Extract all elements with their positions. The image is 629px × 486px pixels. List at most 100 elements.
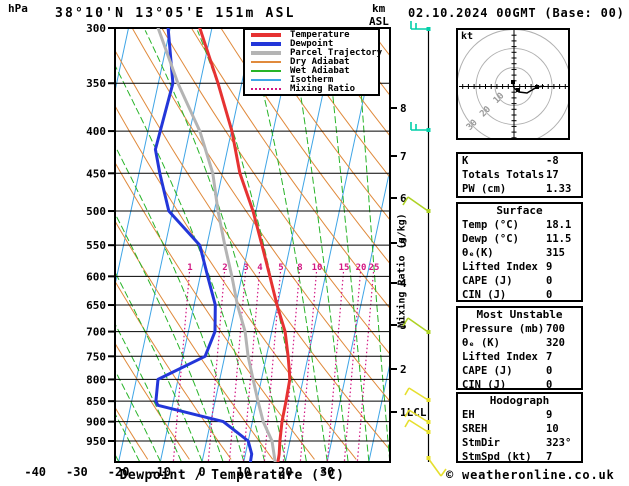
isotherm-line bbox=[0, 28, 3, 462]
station-title: 38°10'N 13°05'E 151m ASL bbox=[55, 6, 296, 21]
km-tick-label: 6 bbox=[400, 192, 407, 205]
temperature-tick-label: -30 bbox=[66, 465, 88, 479]
panel-row-label: CAPE (J) bbox=[462, 275, 513, 287]
wet-adiabat-line bbox=[115, 369, 161, 462]
pressure-tick-label: 950 bbox=[86, 435, 106, 448]
km-tick-label: 8 bbox=[400, 102, 407, 115]
dry-adiabat-line bbox=[220, 28, 390, 265]
mixing-ratio-value: 20 bbox=[356, 263, 367, 273]
temperature-tick-label: 20 bbox=[278, 465, 292, 479]
pressure-tick-label: 350 bbox=[86, 77, 106, 90]
panel-row: Totals Totals 17 bbox=[458, 168, 581, 182]
legend-label: Temperature bbox=[290, 30, 350, 40]
wind-barb-icon bbox=[404, 387, 429, 401]
panel-header: Surface bbox=[496, 204, 543, 217]
pressure-tick-label: 650 bbox=[86, 299, 106, 312]
panel-row-value: 0 bbox=[546, 289, 553, 301]
wind-barb-icon bbox=[410, 122, 428, 131]
panel-row-value: 323° bbox=[546, 437, 572, 449]
wind-barb-node bbox=[426, 398, 431, 402]
legend-row: Parcel Trajectory bbox=[249, 49, 382, 58]
temperature-tick-label: -40 bbox=[24, 465, 46, 479]
panel-hodograph: Hodograph EH 9 SREH 10 StmDir 323° StmSpd (kt) 7 bbox=[456, 392, 583, 463]
panel-most-unstable: Most Unstable Pressure (mb) 700 θₑ (K) 320 Li… bbox=[456, 306, 583, 392]
panel-row-value: 17 bbox=[546, 169, 559, 181]
panel-row-value: 0 bbox=[546, 275, 553, 287]
panel-row: StmDir 323° bbox=[458, 436, 581, 450]
panel-row-value: 320 bbox=[546, 337, 565, 349]
panel-row-label: CAPE (J) bbox=[462, 365, 513, 377]
hodograph-frame bbox=[456, 28, 570, 140]
panel-row-value: 9 bbox=[546, 261, 553, 273]
legend-swatch-temperature-icon bbox=[251, 33, 281, 37]
panel-row-label: CIN (J) bbox=[462, 289, 507, 301]
panel-row-value: 9 bbox=[546, 409, 553, 421]
panel-row: Lifted Index 7 bbox=[458, 350, 581, 364]
panel-row-value: 0 bbox=[546, 379, 553, 391]
wind-barb-node bbox=[426, 27, 431, 31]
panel-row: CIN (J) 0 bbox=[458, 378, 581, 392]
pressure-tick-label: 750 bbox=[86, 350, 106, 363]
legend-row: Wet Adiabat bbox=[249, 67, 378, 76]
copyright: © weatheronline.co.uk bbox=[446, 468, 615, 482]
panel-row-label: Totals Totals bbox=[462, 169, 545, 181]
panel-row: Temp (°C) 18.1 bbox=[458, 218, 581, 232]
panel-row: SREH 10 bbox=[458, 422, 581, 436]
legend-label: Mixing Ratio bbox=[290, 84, 356, 94]
panel-row-value: 11.5 bbox=[546, 233, 572, 245]
panel-row: StmSpd (kt) 7 bbox=[458, 450, 581, 464]
pressure-tick-label: 600 bbox=[86, 270, 106, 283]
mixing-ratio-axis-label: Mixing Ratio (g/kg) bbox=[396, 213, 408, 328]
pressure-axis-unit: hPa bbox=[8, 2, 28, 15]
wet-adiabat-line bbox=[0, 30, 35, 461]
panel-row-value: 0 bbox=[546, 365, 553, 377]
wind-barb-icon bbox=[410, 21, 428, 30]
temperature-tick-label: -20 bbox=[108, 465, 130, 479]
panel-row-label: StmDir bbox=[462, 437, 500, 449]
wet-adiabat-line bbox=[325, 30, 370, 462]
wet-adiabat-line bbox=[0, 30, 15, 461]
wet-adiabat-line bbox=[144, 30, 286, 462]
pressure-tick-label: 800 bbox=[86, 373, 106, 386]
dry-adiabat-line bbox=[115, 406, 149, 460]
panel-row-label: SREH bbox=[462, 423, 488, 435]
mixing-ratio-value: 25 bbox=[369, 263, 380, 273]
sounding-curves bbox=[153, 28, 292, 462]
km-tick-label: 4 bbox=[400, 277, 407, 290]
panel-row: EH 9 bbox=[458, 408, 581, 422]
panel-row-value: 7 bbox=[546, 351, 553, 363]
pressure-tick-label: 500 bbox=[86, 205, 106, 218]
isotherm-line bbox=[0, 28, 45, 462]
dry-adiabat-line bbox=[0, 28, 64, 459]
wet-adiabat-line bbox=[197, 30, 307, 462]
legend-label: Parcel Trajectory bbox=[290, 48, 383, 58]
panel-row-label: θₑ(K) bbox=[462, 247, 494, 259]
mixing-ratio-value: 8 bbox=[297, 263, 302, 273]
mixing-ratio-value: 4 bbox=[257, 263, 263, 273]
hodograph-unit-label: kt bbox=[461, 31, 474, 42]
hodograph-marker bbox=[535, 85, 539, 89]
temperature-tick-label: 10 bbox=[236, 465, 250, 479]
legend-row: Dry Adiabat bbox=[249, 58, 378, 67]
wet-adiabat-line bbox=[356, 30, 390, 462]
panel-row-label: K bbox=[462, 155, 469, 167]
panel-row-value: -8 bbox=[546, 155, 559, 167]
series-parcel-trajectory bbox=[156, 28, 277, 462]
pressure-tick-label: 300 bbox=[86, 22, 106, 35]
wind-barb-icon bbox=[404, 409, 429, 423]
km-axis-unit: km bbox=[372, 2, 386, 15]
mixing-ratio-value: 10 bbox=[312, 263, 323, 273]
legend-label: Dry Adiabat bbox=[290, 57, 350, 67]
panel-row-label: PW (cm) bbox=[462, 183, 507, 195]
wind-barb-icon bbox=[404, 419, 429, 433]
panel-row: θₑ (K) 320 bbox=[458, 336, 581, 350]
wind-barb-node bbox=[426, 456, 431, 460]
km-tick-label: 7 bbox=[400, 150, 407, 163]
legend: Temperature Dewpoint Parcel Trajectory Dry … bbox=[243, 28, 382, 96]
km-tick-label: 2 bbox=[400, 363, 407, 376]
panel-row-value: 1.33 bbox=[546, 183, 572, 195]
pressure-tick-label: 700 bbox=[86, 326, 106, 339]
panel-row-label: StmSpd (kt) bbox=[462, 451, 532, 463]
